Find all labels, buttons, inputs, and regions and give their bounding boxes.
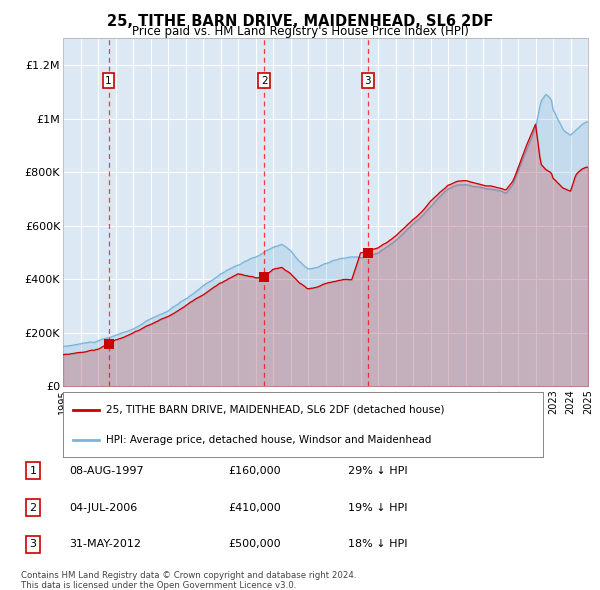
Text: 3: 3 [364,76,371,86]
Text: HPI: Average price, detached house, Windsor and Maidenhead: HPI: Average price, detached house, Wind… [106,435,431,445]
Text: This data is licensed under the Open Government Licence v3.0.: This data is licensed under the Open Gov… [21,581,296,589]
Text: 2: 2 [261,76,268,86]
Text: 08-AUG-1997: 08-AUG-1997 [69,466,143,476]
Text: £500,000: £500,000 [228,539,281,549]
Text: 04-JUL-2006: 04-JUL-2006 [69,503,137,513]
Text: 25, TITHE BARN DRIVE, MAIDENHEAD, SL6 2DF (detached house): 25, TITHE BARN DRIVE, MAIDENHEAD, SL6 2D… [106,405,445,415]
Text: 2: 2 [29,503,37,513]
Text: 25, TITHE BARN DRIVE, MAIDENHEAD, SL6 2DF: 25, TITHE BARN DRIVE, MAIDENHEAD, SL6 2D… [107,14,493,28]
Text: £160,000: £160,000 [228,466,281,476]
Text: 29% ↓ HPI: 29% ↓ HPI [348,466,407,476]
Text: 19% ↓ HPI: 19% ↓ HPI [348,503,407,513]
Text: 1: 1 [29,466,37,476]
Text: Contains HM Land Registry data © Crown copyright and database right 2024.: Contains HM Land Registry data © Crown c… [21,571,356,580]
Text: 31-MAY-2012: 31-MAY-2012 [69,539,141,549]
Text: 18% ↓ HPI: 18% ↓ HPI [348,539,407,549]
Text: £410,000: £410,000 [228,503,281,513]
Text: 1: 1 [105,76,112,86]
Text: Price paid vs. HM Land Registry's House Price Index (HPI): Price paid vs. HM Land Registry's House … [131,25,469,38]
Text: 3: 3 [29,539,37,549]
